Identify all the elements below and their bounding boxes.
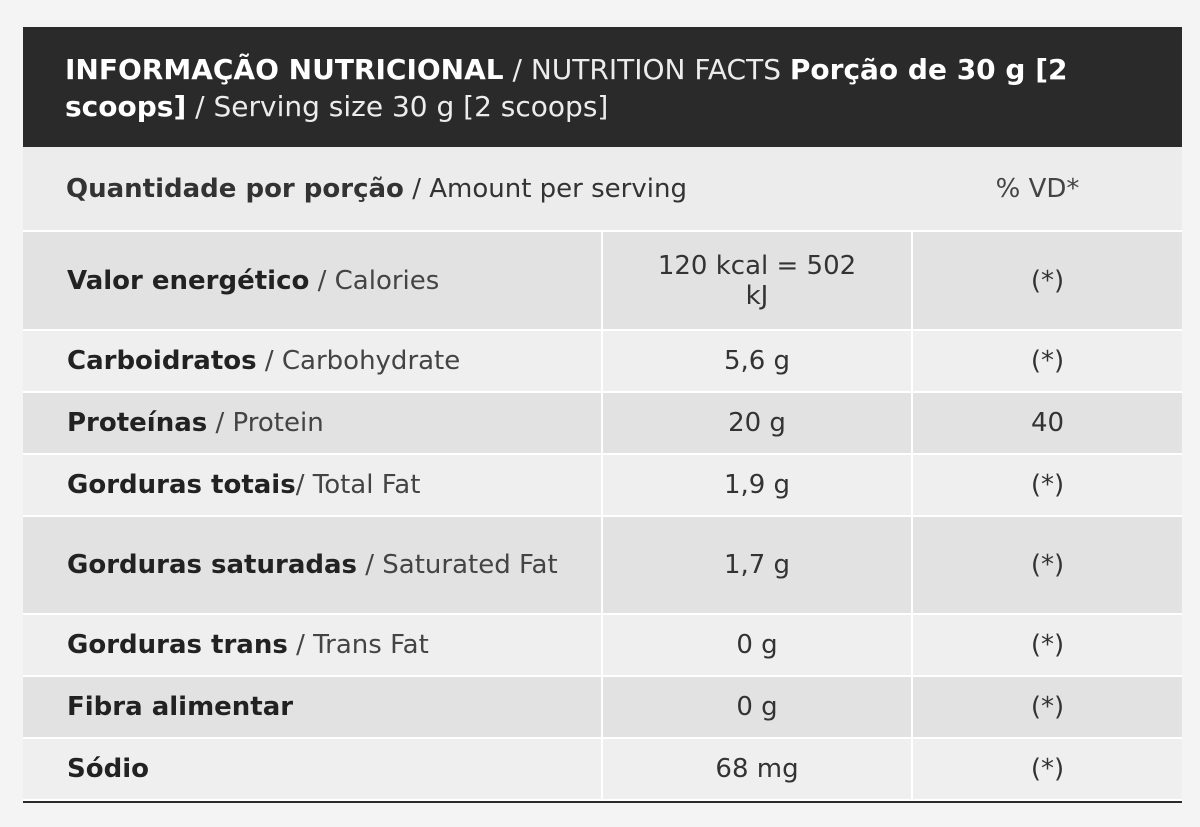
table-row: Valor energético / Calories 120 kcal = 5…: [23, 232, 1182, 331]
nutrient-amount: 5,6 g: [603, 331, 913, 391]
header-pt-title: INFORMAÇÃO NUTRICIONAL: [65, 53, 504, 86]
nutrient-daily-value: (*): [1030, 630, 1065, 660]
amount-per-serving-pt: Quantidade por porção: [66, 173, 404, 204]
nutrition-facts-table: INFORMAÇÃO NUTRICIONAL / NUTRITION FACTS…: [23, 27, 1182, 827]
nutrient-name: Fibra alimentar: [23, 677, 603, 737]
table-header: INFORMAÇÃO NUTRICIONAL / NUTRITION FACTS…: [23, 27, 1182, 147]
table-row: Sódio 68 mg (*): [23, 739, 1182, 801]
nutrient-name: Gorduras saturadas / Saturated Fat: [23, 517, 603, 613]
amount-per-serving-label: Quantidade por porção / Amount per servi…: [23, 174, 913, 204]
table-row: Carboidratos / Carbohydrate 5,6 g (*): [23, 331, 1182, 393]
nutrient-name-en: / Protein: [207, 408, 324, 438]
amount-per-serving-en: / Amount per serving: [403, 173, 687, 204]
nutrient-name-pt: Gorduras saturadas: [67, 550, 357, 580]
nutrient-name-en: / Calories: [309, 265, 440, 296]
nutrient-name-pt: Gorduras trans: [67, 630, 288, 660]
table-row: Gorduras trans / Trans Fat 0 g (*): [23, 615, 1182, 677]
nutrient-name-pt: Fibra alimentar: [67, 692, 294, 722]
table-row: Fibra alimentar 0 g (*): [23, 677, 1182, 739]
nutrient-name-pt: Valor energético: [67, 265, 310, 296]
table-row: Gorduras saturadas / Saturated Fat 1,7 g…: [23, 517, 1182, 615]
nutrient-name: Gorduras trans / Trans Fat: [23, 615, 603, 675]
nutrient-rows: Valor energético / Calories 120 kcal = 5…: [23, 230, 1182, 801]
nutrient-amount: 120 kcal = 502 kJ: [603, 232, 913, 329]
nutrient-daily-value: (*): [1030, 470, 1065, 500]
nutrient-name: Carboidratos / Carbohydrate: [23, 331, 603, 391]
nutrient-name-en: / Trans Fat: [287, 630, 429, 660]
header-en-title: / NUTRITION FACTS: [503, 53, 790, 86]
nutrient-name-en: / Carbohydrate: [256, 346, 461, 376]
nutrient-name: Sódio: [23, 739, 603, 799]
nutrient-name-pt: Proteínas: [67, 408, 208, 438]
nutrient-daily-value: 40: [1030, 408, 1065, 438]
nutrient-name: Proteínas / Protein: [23, 393, 603, 453]
table-bottom-rule: [23, 801, 1182, 803]
nutrient-name: Valor energético / Calories: [23, 232, 603, 329]
nutrient-name-pt: Sódio: [67, 754, 149, 784]
nutrient-daily-value: (*): [1030, 692, 1065, 722]
nutrient-daily-value: (*): [1030, 346, 1065, 376]
nutrient-daily-value: (*): [1030, 550, 1065, 580]
nutrient-daily-value: (*): [1030, 754, 1065, 784]
header-en-serving: / Serving size 30 g [2 scoops]: [186, 90, 609, 123]
table-row: Gorduras totais/ Total Fat 1,9 g (*): [23, 455, 1182, 517]
nutrient-name-pt: Carboidratos: [67, 346, 257, 376]
nutrient-amount: 0 g: [603, 615, 913, 675]
daily-value-header: % VD*: [995, 173, 1080, 204]
nutrient-name: Gorduras totais/ Total Fat: [23, 455, 603, 515]
header-pt-serving: Porção de 30 g [2 scoops]: [65, 53, 1068, 123]
column-header-row: Quantidade por porção / Amount per servi…: [23, 147, 1182, 230]
nutrient-amount: 20 g: [603, 393, 913, 453]
nutrient-amount: 68 mg: [603, 739, 913, 799]
nutrient-amount: 0 g: [603, 677, 913, 737]
nutrient-name-en: / Saturated Fat: [357, 550, 558, 580]
nutrient-amount: 1,9 g: [603, 455, 913, 515]
nutrient-amount: 1,7 g: [603, 517, 913, 613]
table-row: Proteínas / Protein 20 g 40: [23, 393, 1182, 455]
nutrient-name-en: / Total Fat: [295, 470, 421, 500]
nutrient-daily-value: (*): [1030, 265, 1065, 296]
nutrient-name-pt: Gorduras totais: [67, 470, 296, 500]
